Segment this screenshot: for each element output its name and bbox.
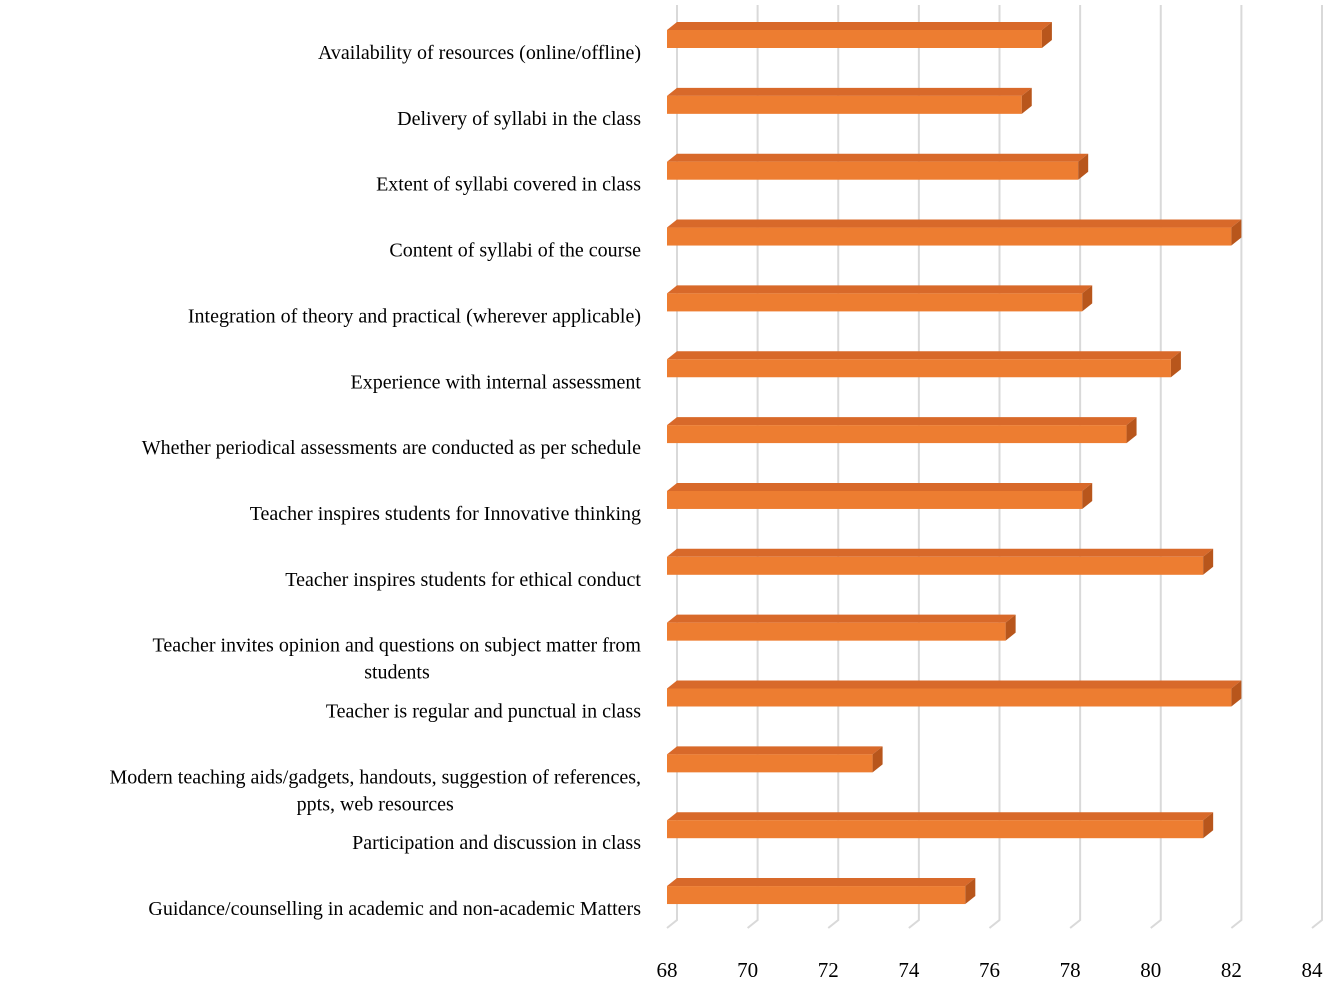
- bar-side-face: [965, 878, 976, 905]
- category-label: Modern teaching aids/gadgets, handouts, …: [109, 766, 641, 788]
- category-label: Teacher is regular and punctual in class: [326, 701, 641, 723]
- bar-top-face: [667, 87, 1032, 96]
- bar: [667, 482, 1093, 509]
- bar-top-face: [667, 548, 1214, 557]
- category-label: ppts, web resources: [297, 793, 454, 815]
- bars: [667, 22, 1242, 905]
- bar-top-face: [667, 746, 883, 755]
- bar-front-face: [667, 227, 1232, 246]
- bar: [667, 153, 1089, 180]
- bar-side-face: [1231, 680, 1242, 707]
- bar: [667, 812, 1214, 839]
- category-label: Participation and discussion in class: [352, 832, 641, 854]
- bar-top-face: [667, 285, 1093, 294]
- bar-side-face: [1041, 22, 1052, 48]
- gridline: [1230, 5, 1243, 929]
- bar: [667, 351, 1181, 378]
- category-label: Delivery of syllabi in the class: [397, 108, 641, 130]
- bar-front-face: [667, 425, 1127, 444]
- bar: [667, 417, 1137, 444]
- bar: [667, 285, 1093, 312]
- x-tick-label: 84: [1302, 958, 1324, 982]
- category-label: Teacher inspires students for Innovative…: [250, 503, 641, 525]
- bar-top-face: [667, 22, 1052, 30]
- bar-side-face: [1203, 812, 1214, 839]
- bar-side-face: [1082, 285, 1093, 312]
- bar-top-face: [667, 417, 1137, 426]
- category-label: Whether periodical assessments are condu…: [142, 437, 641, 459]
- bar: [667, 614, 1016, 641]
- gridline: [1150, 5, 1162, 929]
- bar-front-face: [667, 30, 1042, 48]
- category-label: Content of syllabi of the course: [389, 240, 641, 262]
- bar-top-face: [667, 614, 1016, 623]
- category-label: Teacher invites opinion and questions on…: [153, 635, 642, 657]
- bar-top-face: [667, 219, 1242, 228]
- bar-front-face: [667, 293, 1083, 312]
- gridlines: [666, 5, 1323, 929]
- bar: [667, 22, 1052, 48]
- x-tick-label: 80: [1140, 958, 1161, 982]
- bar-front-face: [667, 622, 1006, 641]
- bar-front-face: [667, 688, 1232, 707]
- bar-front-face: [667, 161, 1079, 180]
- x-tick-label: 72: [818, 958, 839, 982]
- bar-side-face: [1231, 219, 1242, 246]
- bar-side-face: [1170, 351, 1181, 378]
- bar: [667, 87, 1032, 114]
- bar-side-face: [872, 746, 883, 773]
- bar-top-face: [667, 351, 1181, 360]
- category-labels: Availability of resources (online/offlin…: [109, 42, 641, 920]
- bar: [667, 548, 1214, 575]
- bar-side-face: [1126, 417, 1137, 444]
- x-tick-label: 68: [657, 958, 678, 982]
- bar-top-face: [667, 812, 1214, 821]
- bar-front-face: [667, 95, 1022, 114]
- bar-front-face: [667, 886, 966, 905]
- bar-side-face: [1021, 87, 1032, 114]
- bar-side-face: [1082, 482, 1093, 509]
- bar: [667, 680, 1242, 707]
- category-label: students: [364, 662, 430, 684]
- bar-front-face: [667, 556, 1204, 575]
- gridline: [666, 5, 678, 929]
- bar-top-face: [667, 680, 1242, 689]
- bar-top-face: [667, 153, 1089, 162]
- gridline: [1069, 5, 1082, 929]
- bar-front-face: [667, 754, 873, 773]
- category-label: Guidance/counselling in academic and non…: [148, 898, 641, 920]
- x-tick-label: 70: [737, 958, 758, 982]
- x-tick-label: 82: [1221, 958, 1242, 982]
- category-label: Integration of theory and practical (whe…: [188, 305, 641, 327]
- x-tick-label: 74: [898, 958, 920, 982]
- gridline: [827, 5, 840, 929]
- category-label: Teacher inspires students for ethical co…: [285, 569, 641, 591]
- bar-top-face: [667, 482, 1093, 491]
- bar-side-face: [1203, 548, 1214, 575]
- bar-front-face: [667, 490, 1083, 509]
- bar: [667, 746, 883, 773]
- bar-side-face: [1005, 614, 1016, 641]
- gridline: [988, 5, 1001, 929]
- bar: [667, 878, 976, 905]
- bar-front-face: [667, 359, 1171, 378]
- gridline: [747, 5, 759, 929]
- bar: [667, 219, 1242, 246]
- bar-front-face: [667, 820, 1204, 839]
- category-label: Experience with internal assessment: [351, 371, 642, 393]
- x-tick-label: 78: [1060, 958, 1081, 982]
- bar-top-face: [667, 878, 976, 887]
- gridline: [908, 5, 920, 929]
- gridline: [1311, 5, 1323, 929]
- bar-side-face: [1078, 153, 1089, 180]
- x-tick-label: 76: [979, 958, 1000, 982]
- category-label: Extent of syllabi covered in class: [376, 174, 641, 196]
- category-label: Availability of resources (online/offlin…: [318, 42, 641, 64]
- x-axis-tick-labels: 68 70 72 74 76 78 80 82 84: [657, 958, 1324, 982]
